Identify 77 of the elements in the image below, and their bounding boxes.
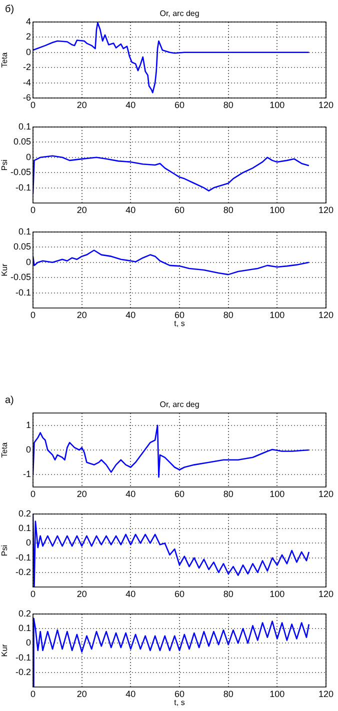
- x-tick-label: 60: [174, 688, 185, 699]
- x-tick-label: 100: [270, 688, 285, 699]
- x-tick-label: 100: [270, 310, 285, 320]
- y-tick-label: -4: [22, 77, 31, 88]
- x-tick-label: 60: [174, 204, 185, 215]
- y-tick-label: -0.1: [15, 552, 31, 562]
- x-tick-label: 20: [76, 588, 87, 599]
- x-tick-label: 80: [223, 100, 234, 110]
- y-tick-label: -2: [22, 62, 31, 72]
- x-tick-label: 40: [126, 100, 136, 110]
- y-tick-label: 0.2: [18, 608, 31, 618]
- x-tick-label: 60: [174, 488, 185, 499]
- chart-title: Or, arc deg: [160, 9, 200, 18]
- y-tick-label: 0: [26, 638, 31, 648]
- y-tick-label: 1: [26, 420, 31, 430]
- y-tick-label: 0.2: [18, 508, 31, 518]
- x-tick-label: 120: [318, 688, 334, 699]
- x-tick-label: 100: [270, 100, 285, 110]
- x-tick-label: 40: [126, 310, 136, 320]
- y-axis-title: Teta: [0, 442, 10, 458]
- y-tick-label: 0.1: [18, 523, 31, 534]
- y-tick-label: -0.1: [15, 287, 31, 298]
- text: б): [5, 4, 14, 15]
- x-tick-label: 20: [76, 488, 87, 499]
- y-tick-label: -0.05: [10, 167, 31, 178]
- y-tick-label: -0.05: [10, 272, 31, 282]
- x-tick-label: 100: [270, 204, 285, 215]
- y-axis-title: Teta: [0, 52, 10, 68]
- y-tick-label: -0.2: [15, 666, 31, 677]
- x-tick-label: 80: [223, 488, 234, 499]
- x-tick-label: 120: [318, 588, 334, 599]
- x-tick-label: 80: [223, 588, 234, 599]
- x-tick-label: 100: [270, 488, 285, 499]
- y-tick-label: -6: [22, 92, 31, 102]
- x-tick-label: 40: [126, 488, 136, 499]
- x-tick-label: 120: [318, 310, 334, 320]
- x-tick-label: 60: [174, 588, 185, 599]
- x-tick-label: 40: [126, 588, 136, 599]
- y-tick-label: 0: [26, 152, 31, 162]
- y-tick-label: -0.1: [15, 652, 31, 662]
- x-tick-label: 40: [126, 688, 136, 699]
- x-tick-label: 80: [223, 204, 234, 215]
- x-tick-label: 60: [174, 310, 185, 320]
- x-tick-label: 20: [76, 688, 87, 699]
- y-tick-label: 0: [26, 46, 31, 57]
- y-tick-label: 0.1: [18, 226, 31, 236]
- y-tick-label: 4: [26, 16, 31, 26]
- x-tick-label: 80: [223, 688, 234, 699]
- y-axis-title: Psi: [0, 544, 10, 556]
- x-axis-title: t, s: [174, 319, 185, 328]
- x-tick-label: 20: [76, 204, 87, 215]
- x-tick-label: 120: [318, 100, 334, 110]
- y-tick-label: -0.2: [15, 566, 31, 577]
- x-axis-title: t, s: [174, 698, 185, 707]
- x-tick-label: 120: [318, 488, 334, 499]
- x-tick-label: 100: [270, 588, 285, 599]
- x-tick-label: 60: [174, 100, 185, 110]
- x-tick-label: 40: [126, 204, 136, 215]
- y-axis-title: Kur: [0, 263, 10, 276]
- chart-title: Or, arc deg: [160, 400, 200, 409]
- text: а): [5, 395, 14, 406]
- y-axis-title: Psi: [0, 159, 10, 171]
- x-tick-label: 20: [76, 100, 87, 110]
- y-tick-label: -0.1: [15, 182, 31, 192]
- y-axis-title: Kur: [0, 644, 10, 657]
- y-tick-label: 0: [26, 538, 31, 548]
- x-tick-label: 20: [76, 310, 87, 320]
- y-tick-label: 0: [26, 444, 31, 454]
- y-tick-label: 0: [26, 256, 31, 267]
- x-tick-label: 120: [318, 204, 334, 215]
- y-tick-label: 0.05: [13, 136, 31, 147]
- y-tick-label: 2: [26, 32, 31, 42]
- y-tick-label: 0.1: [18, 623, 31, 634]
- x-tick-label: 80: [223, 310, 234, 320]
- y-tick-label: 0.1: [18, 121, 31, 132]
- y-tick-label: 0.05: [13, 242, 31, 252]
- y-tick-label: -1: [22, 469, 31, 480]
